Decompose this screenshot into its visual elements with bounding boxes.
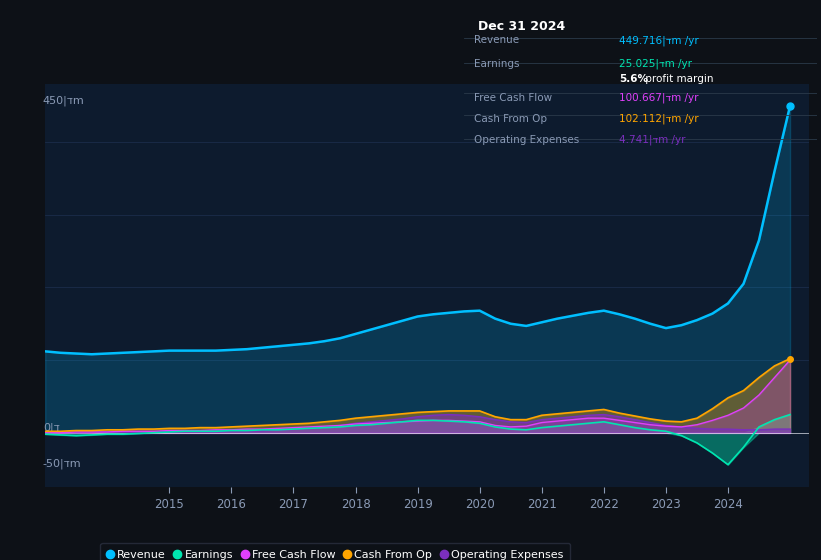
Text: Free Cash Flow: Free Cash Flow xyxy=(475,93,553,103)
Text: 5.6%: 5.6% xyxy=(619,74,649,83)
Text: Earnings: Earnings xyxy=(475,59,520,69)
Text: 102.112|דm /yr: 102.112|דm /yr xyxy=(619,114,699,124)
Text: 449.716|דm /yr: 449.716|דm /yr xyxy=(619,35,699,45)
Text: 4.741|דm /yr: 4.741|דm /yr xyxy=(619,134,686,145)
Text: 0|ד: 0|ד xyxy=(43,422,60,433)
Text: Cash From Op: Cash From Op xyxy=(475,114,548,124)
Text: 100.667|דm /yr: 100.667|דm /yr xyxy=(619,93,699,104)
Text: Operating Expenses: Operating Expenses xyxy=(475,134,580,144)
Text: -50|דm: -50|דm xyxy=(43,459,81,469)
Text: 25.025|דm /yr: 25.025|דm /yr xyxy=(619,59,692,69)
Text: Revenue: Revenue xyxy=(475,35,520,45)
Text: 450|דm: 450|דm xyxy=(43,95,85,106)
Text: Dec 31 2024: Dec 31 2024 xyxy=(478,20,565,33)
Text: profit margin: profit margin xyxy=(642,74,713,83)
Legend: Revenue, Earnings, Free Cash Flow, Cash From Op, Operating Expenses: Revenue, Earnings, Free Cash Flow, Cash … xyxy=(100,543,571,560)
